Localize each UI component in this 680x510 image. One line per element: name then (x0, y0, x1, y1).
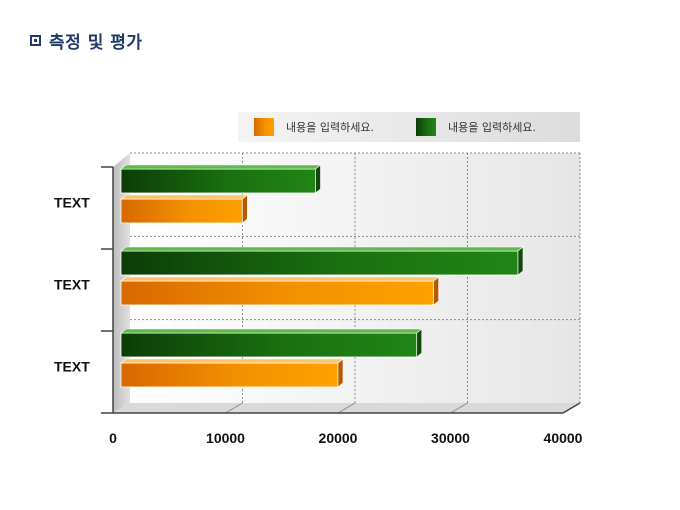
square-bullet-icon (30, 35, 41, 46)
bar-green-2 (120, 250, 519, 276)
category-label-3: TEXT (54, 359, 90, 375)
bar-green-1 (120, 168, 316, 194)
bar-green-3 (120, 332, 418, 358)
legend-label-1: 내용을 입력하세요. (286, 120, 374, 134)
bar-top-orange-1 (120, 194, 249, 200)
bar-top-green-3 (120, 328, 423, 334)
legend-box (238, 112, 580, 142)
floor-grid-line (337, 402, 356, 414)
x-tick-label-2: 10000 (206, 430, 245, 446)
bar-top-orange-3 (120, 358, 344, 364)
x-tick-label-1: 0 (109, 430, 117, 446)
x-tick-label-3: 20000 (319, 430, 358, 446)
bar-top-orange-2 (120, 276, 440, 282)
x-tick-label-4: 30000 (431, 430, 470, 446)
category-label-2: TEXT (54, 277, 90, 293)
bar-orange-3 (120, 362, 339, 388)
page-header: 측정 및 평가 (30, 28, 143, 53)
bar-top-green-1 (120, 164, 322, 170)
bar-side-green-2 (517, 246, 524, 276)
bar-side-orange-2 (433, 276, 439, 306)
x-axis-depth-line (562, 402, 581, 414)
bar-side-green-1 (315, 164, 321, 194)
floor-grid-line (450, 402, 468, 414)
bar-orange-2 (120, 280, 435, 306)
bar-side-green-3 (416, 328, 423, 358)
bar-side-orange-3 (337, 358, 344, 388)
category-label-1: TEXT (54, 195, 90, 211)
legend-swatch-green (416, 118, 436, 136)
bar-top-green-2 (120, 246, 524, 252)
x-tick-label-5: 40000 (544, 430, 583, 446)
legend-swatch-orange (254, 118, 274, 136)
legend-label-2: 내용을 입력하세요. (448, 120, 536, 134)
page-title: 측정 및 평가 (49, 33, 143, 53)
bar-side-orange-1 (242, 194, 248, 224)
floor-grid-line (225, 402, 243, 414)
bar-orange-1 (120, 198, 243, 224)
